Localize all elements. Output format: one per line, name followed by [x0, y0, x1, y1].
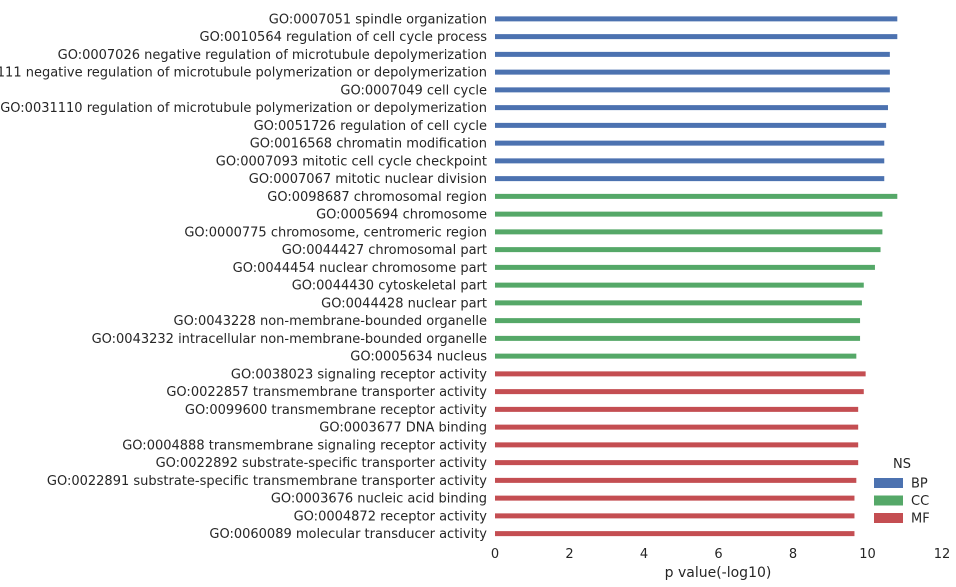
category-label: GO:0003676 nucleic acid binding [271, 492, 487, 507]
category-label: GO:0022857 transmembrane transporter act… [166, 385, 487, 400]
bar-cc [495, 300, 862, 306]
bar-cc [495, 353, 857, 359]
bar-bp [495, 34, 898, 40]
bar-cc [495, 318, 861, 324]
legend-title: NS [893, 457, 911, 472]
bar-bp [495, 140, 885, 146]
bar-bp [495, 51, 890, 57]
category-label: GO:0016568 chromatin modification [250, 137, 487, 152]
category-label: GO:0044427 chromosomal part [282, 243, 487, 258]
bar-bp [495, 122, 887, 128]
bar-cc [495, 264, 875, 270]
bar-mf [495, 371, 866, 377]
bar-mf [495, 513, 855, 519]
legend-label-bp: BP [911, 477, 928, 492]
bar-cc [495, 229, 883, 235]
bar-bp [495, 16, 898, 22]
bar-bp [495, 105, 888, 111]
category-label: GO:0038023 signaling receptor activity [231, 367, 487, 382]
category-label: GO:0022891 substrate-specific transmembr… [47, 474, 487, 489]
bar-bp [495, 87, 890, 93]
category-label: GO:0022892 substrate-specific transporte… [156, 456, 488, 471]
bar-mf [495, 406, 859, 412]
bar-cc [495, 335, 861, 341]
bar-bp [495, 158, 885, 164]
category-label: GO:0007049 cell cycle [340, 83, 487, 98]
category-label: GO:0000775 chromosome, centromeric regio… [184, 225, 487, 240]
bar-mf [495, 389, 864, 395]
legend-swatch-mf [874, 513, 903, 523]
legend-label-cc: CC [911, 494, 929, 509]
category-label: GO:0044428 nuclear part [321, 296, 487, 311]
legend-entries: BP CC MF [874, 477, 930, 527]
category-label: GO:0043232 intracellular non-membrane-bo… [92, 332, 487, 347]
bar-mf [495, 442, 859, 448]
category-label: GO:0007026 negative regulation of microt… [58, 48, 487, 63]
legend-swatch-bp [874, 478, 903, 488]
category-labels: GO:0007051 spindle organization GO:001056… [0, 12, 487, 542]
bar-mf [495, 477, 857, 483]
x-tick-label: 4 [640, 547, 648, 562]
legend: NS BP CC MF [874, 457, 930, 527]
bar-bp [495, 69, 890, 75]
bar-mf [495, 460, 859, 466]
bars-layer [495, 16, 898, 537]
x-tick-label: 8 [789, 547, 797, 562]
category-label: GO:0004872 receptor activity [294, 509, 488, 524]
bar-mf [495, 424, 859, 430]
category-label: GO:0031111 negative regulation of microt… [0, 66, 487, 81]
bar-cc [495, 211, 883, 217]
category-label: GO:0004888 transmembrane signaling recep… [122, 438, 487, 453]
x-axis-title: p value(-log10) [665, 565, 772, 581]
category-label: GO:0010564 regulation of cell cycle proc… [200, 30, 488, 45]
bar-cc [495, 247, 881, 253]
bar-cc [495, 282, 864, 288]
legend-label-mf: MF [911, 512, 930, 527]
category-label: GO:0007051 spindle organization [269, 12, 487, 27]
x-tick-label: 6 [714, 547, 722, 562]
category-label: GO:0044430 cytoskeletal part [292, 279, 487, 294]
category-label: GO:0044454 nuclear chromosome part [233, 261, 487, 276]
category-label: GO:0051726 regulation of cell cycle [254, 119, 487, 134]
category-label: GO:0098687 chromosomal region [267, 190, 487, 205]
x-tick-label: 2 [565, 547, 573, 562]
category-label: GO:0005634 nucleus [350, 350, 487, 365]
category-label: GO:0005694 chromosome [316, 208, 487, 223]
category-label: GO:0007093 mitotic cell cycle checkpoint [216, 154, 487, 169]
bar-mf [495, 495, 855, 501]
category-label: GO:0099600 transmembrane receptor activi… [185, 403, 487, 418]
category-label: GO:0060089 molecular transducer activity [209, 527, 487, 542]
category-label: GO:0003677 DNA binding [319, 421, 487, 436]
x-tick-label: 0 [491, 547, 499, 562]
category-label: GO:0031110 regulation of microtubule pol… [0, 101, 487, 116]
bar-mf [495, 531, 855, 537]
category-label: GO:0043228 non-membrane-bounded organell… [174, 314, 488, 329]
x-tick-label: 12 [934, 547, 951, 562]
bar-cc [495, 193, 898, 199]
bar-bp [495, 176, 885, 182]
x-tick-label: 10 [859, 547, 876, 562]
category-label: GO:0007067 mitotic nuclear division [249, 172, 487, 187]
x-axis-ticks: 0 2 4 6 8 10 12 [491, 547, 950, 562]
legend-swatch-cc [874, 495, 903, 506]
